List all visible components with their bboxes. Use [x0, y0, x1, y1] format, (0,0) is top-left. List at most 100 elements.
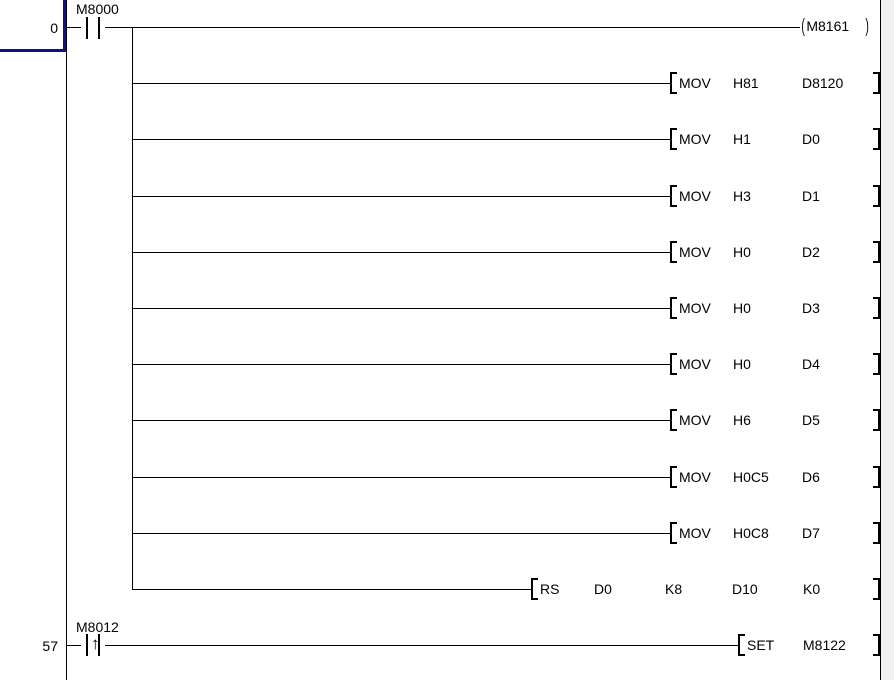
instruction-arg-2: D2	[802, 244, 820, 260]
bracket-left-icon	[670, 466, 677, 488]
instruction-op: SET	[747, 637, 775, 653]
instruction-arg-2: D5	[802, 412, 820, 428]
wire-row-mov-2	[132, 139, 670, 140]
instruction-mov-9[interactable]: MOV H0C8 D7	[670, 522, 880, 544]
instruction-op: MOV	[679, 469, 711, 485]
instruction-arg-2: D8120	[802, 75, 844, 91]
wire-row-coil	[132, 27, 800, 28]
bracket-left-icon	[670, 522, 677, 544]
left-power-rail	[66, 0, 67, 680]
bracket-right-icon	[873, 185, 880, 207]
instruction-op: MOV	[679, 188, 711, 204]
instruction-arg-1: H3	[733, 188, 751, 204]
coil-paren-left: (	[801, 16, 805, 37]
bracket-right-icon	[873, 353, 880, 375]
instruction-op: MOV	[679, 356, 711, 372]
bracket-left-icon	[670, 72, 677, 94]
wire-row-mov-4	[132, 252, 670, 253]
instruction-arg-2: D0	[802, 131, 820, 147]
instruction-op: MOV	[679, 525, 711, 541]
bracket-right-icon	[873, 634, 880, 656]
rising-edge-arrow-icon: ↑	[91, 634, 100, 653]
step-number-57: 57	[42, 638, 58, 654]
instruction-set[interactable]: SET M8122	[738, 634, 880, 656]
wire-row-mov-7	[132, 420, 670, 421]
instruction-arg-2: K8	[665, 581, 683, 597]
contact-bar-right	[98, 17, 100, 39]
bracket-right-icon	[873, 522, 880, 544]
wire-row-mov-5	[132, 308, 670, 309]
instruction-op: MOV	[679, 300, 711, 316]
contact-label-m8000: M8000	[76, 1, 119, 17]
bracket-left-icon	[670, 297, 677, 319]
instruction-arg-2: D4	[802, 356, 820, 372]
contact-bar-right	[98, 634, 100, 656]
wire-row-rs	[132, 589, 531, 590]
wire-row-mov-8	[132, 477, 670, 478]
wire-m8012-to-set	[105, 645, 738, 646]
bracket-left-icon	[670, 409, 677, 431]
instruction-op: RS	[540, 581, 560, 597]
instruction-arg-1: D0	[594, 581, 612, 597]
instruction-mov-1[interactable]: MOV H81 D8120	[670, 72, 880, 94]
bracket-right-icon	[873, 578, 880, 600]
instruction-arg-1: H1	[733, 131, 751, 147]
instruction-arg-1: H0	[733, 356, 751, 372]
instruction-arg-2: D1	[802, 188, 820, 204]
selection-box	[0, 0, 66, 52]
bracket-right-icon	[873, 409, 880, 431]
instruction-mov-4[interactable]: MOV H0 D2	[670, 241, 880, 263]
instruction-mov-6[interactable]: MOV H0 D4	[670, 353, 880, 375]
bracket-right-icon	[873, 241, 880, 263]
wire-row-mov-9	[132, 533, 670, 534]
wire-rail-to-m8012	[66, 645, 81, 646]
coil-m8161[interactable]: (M8161)	[800, 16, 871, 37]
bracket-right-icon	[873, 466, 880, 488]
instruction-op: MOV	[679, 131, 711, 147]
instruction-arg-1: H0C5	[733, 469, 769, 485]
wire-m8000-to-branch	[105, 27, 133, 28]
bracket-left-icon	[670, 185, 677, 207]
wire-row-mov-6	[132, 364, 670, 365]
coil-paren-right: )	[865, 16, 870, 37]
instruction-arg-2: D3	[802, 300, 820, 316]
bracket-right-icon	[873, 72, 880, 94]
bracket-right-icon	[873, 297, 880, 319]
wire-rail-to-m8000	[66, 27, 81, 28]
bracket-left-icon	[670, 241, 677, 263]
right-power-rail	[880, 0, 881, 680]
instruction-arg-2: D6	[802, 469, 820, 485]
instruction-arg-1: H6	[733, 412, 751, 428]
bracket-left-icon	[670, 128, 677, 150]
step-number-0: 0	[50, 20, 58, 36]
wire-row-mov-3	[132, 196, 670, 197]
instruction-op: MOV	[679, 412, 711, 428]
instruction-arg-1: H0C8	[733, 525, 769, 541]
instruction-op: MOV	[679, 244, 711, 260]
instruction-mov-2[interactable]: MOV H1 D0	[670, 128, 880, 150]
instruction-rs[interactable]: RS D0 K8 D10 K0	[531, 578, 880, 600]
instruction-arg-4: K0	[803, 581, 821, 597]
wire-row-mov-1	[132, 83, 670, 84]
right-gutter	[881, 0, 894, 680]
instruction-op: MOV	[679, 75, 711, 91]
contact-label-m8012: M8012	[76, 619, 119, 635]
instruction-arg-3: D10	[732, 581, 758, 597]
bracket-left-icon	[531, 578, 538, 600]
instruction-mov-3[interactable]: MOV H3 D1	[670, 185, 880, 207]
bracket-right-icon	[873, 128, 880, 150]
contact-m8012-rising-edge[interactable]: ↑	[80, 634, 106, 656]
instruction-arg-1: H0	[733, 244, 751, 260]
instruction-arg-1: M8122	[803, 637, 846, 653]
instruction-arg-1: H81	[733, 75, 759, 91]
instruction-mov-5[interactable]: MOV H0 D3	[670, 297, 880, 319]
contact-bar-left	[86, 634, 88, 656]
instruction-mov-7[interactable]: MOV H6 D5	[670, 409, 880, 431]
contact-bar-left	[86, 17, 88, 39]
contact-m8000[interactable]	[80, 17, 106, 39]
bracket-left-icon	[670, 353, 677, 375]
instruction-mov-8[interactable]: MOV H0C5 D6	[670, 466, 880, 488]
instruction-arg-2: D7	[802, 525, 820, 541]
coil-label: M8161	[806, 18, 850, 34]
